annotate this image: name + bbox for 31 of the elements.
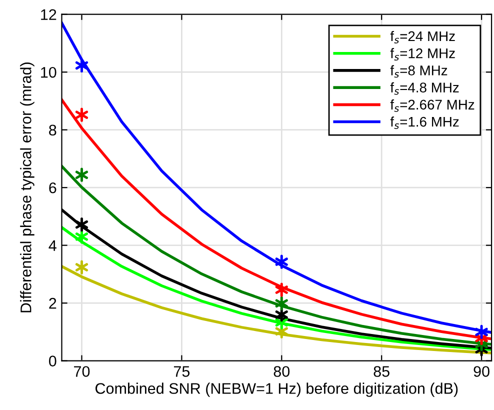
point: [475, 324, 488, 339]
point: [75, 108, 88, 122]
point: [75, 168, 88, 182]
y-tick-label: 2: [49, 298, 56, 309]
x-tick-label: 90: [474, 366, 490, 377]
legend-label: f$_{s}$=24 MHz: [390, 30, 455, 44]
x-tick-label: 70: [74, 366, 90, 377]
y-tick-label: 8: [49, 124, 56, 136]
legend-label: f$_{s}$=2.667 MHz: [390, 99, 474, 112]
x-tick-label: 75: [174, 366, 190, 377]
legend-label: f$_{s}$=12 MHz: [390, 48, 455, 61]
y-tick-label: 4: [48, 240, 56, 251]
point: [75, 260, 88, 274]
point: [275, 254, 288, 269]
point: [275, 308, 288, 322]
legend-label: f$_{s}$=8 MHz: [390, 65, 448, 78]
legend-label: f$_{s}$=4.8 MHz: [390, 82, 459, 95]
x-tick-label: 85: [374, 366, 390, 377]
x-axis-title: Combined SNR (NEBW=1 Hz) before digitization (dB): [96, 382, 458, 397]
y-axis-title: Differential phase typical error (mrad): [20, 62, 34, 312]
x-tick-label: 80: [274, 366, 290, 377]
y-tick-label: 10: [41, 66, 56, 78]
point: [75, 217, 88, 232]
legend-label: f$_{s}$=1.6 MHz: [390, 116, 459, 129]
y-tick-label: 12: [41, 9, 56, 20]
y-tick-label: 6: [49, 182, 56, 194]
point: [75, 58, 88, 73]
point: [275, 296, 288, 310]
point: [275, 282, 288, 297]
point: [75, 230, 88, 244]
y-tick-label: 0: [48, 356, 56, 366]
